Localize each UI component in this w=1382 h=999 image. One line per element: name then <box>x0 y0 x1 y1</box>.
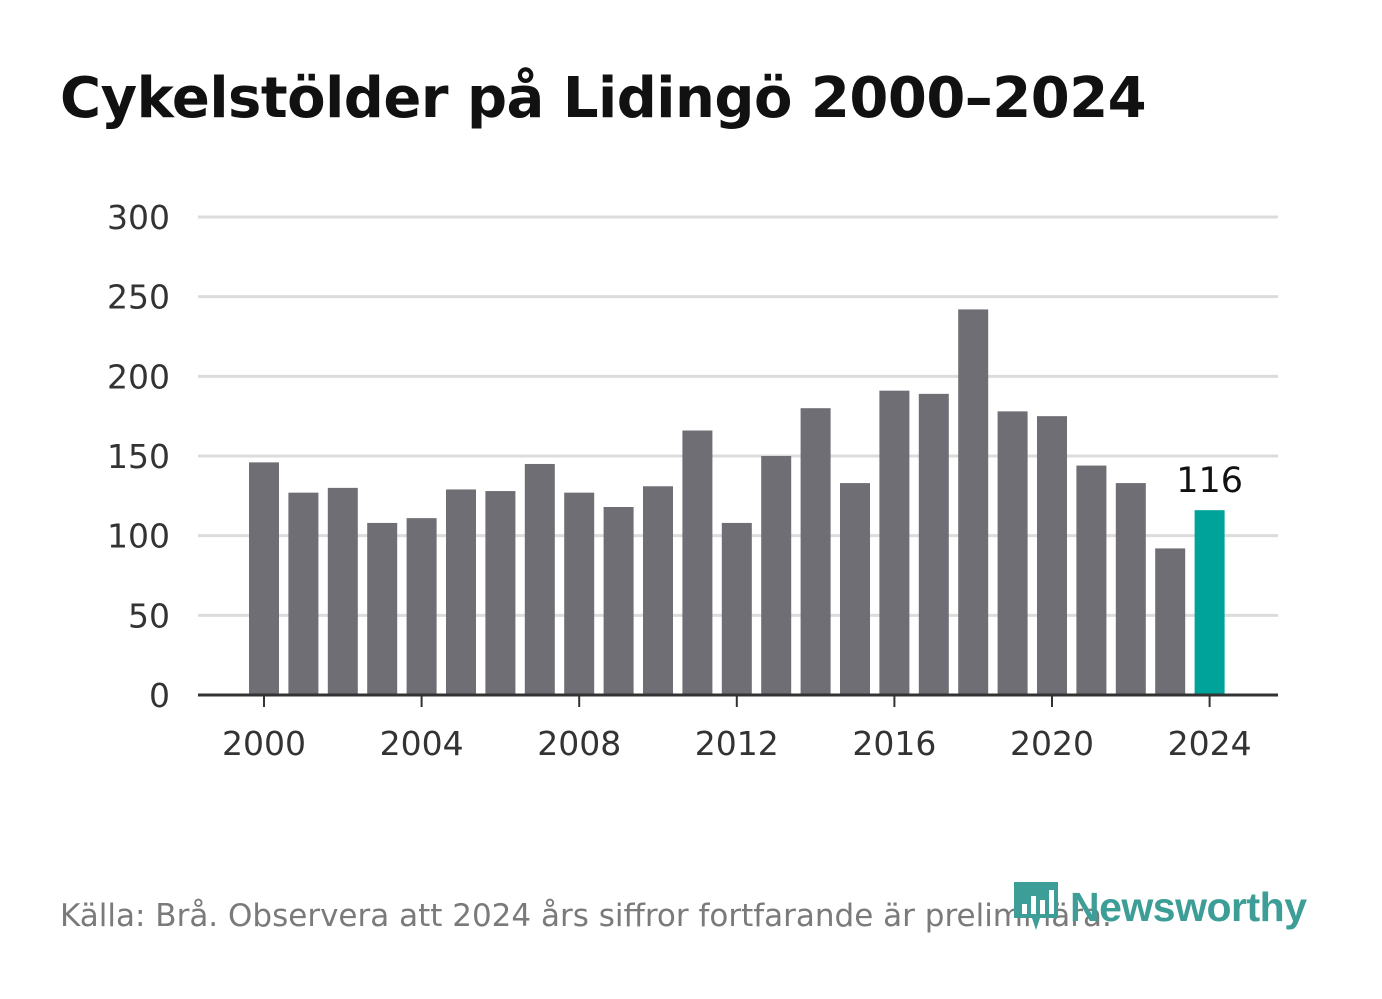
bar-2006 <box>485 491 516 695</box>
data-label: 116 <box>1176 461 1243 501</box>
newsworthy-logo: Newsworthy <box>1010 878 1307 936</box>
logo-text: Newsworthy <box>1070 883 1307 930</box>
y-tick-label: 250 <box>107 278 170 317</box>
bar-2015 <box>840 483 870 695</box>
bar-2010 <box>643 486 673 695</box>
y-tick-label: 50 <box>128 596 170 635</box>
bar-2014 <box>800 408 831 695</box>
x-tick-label: 2008 <box>537 724 621 763</box>
x-tick-label: 2004 <box>380 724 464 763</box>
bar-2008 <box>564 492 595 695</box>
bar-2001 <box>288 492 319 695</box>
bar-2024 <box>1194 510 1225 695</box>
bars <box>249 309 1225 695</box>
bar-2017 <box>918 393 949 695</box>
bar-2009 <box>603 506 634 695</box>
x-tick-label: 2024 <box>1168 724 1252 763</box>
bar-2002 <box>327 487 358 695</box>
bar-2018 <box>958 309 989 695</box>
y-tick-label: 0 <box>149 676 170 715</box>
bar-2012 <box>721 522 752 695</box>
data-labels: 116 <box>1176 461 1243 501</box>
bar-2020 <box>1037 416 1067 695</box>
bar-2005 <box>446 489 476 695</box>
x-tick-label: 2000 <box>222 724 306 763</box>
x-tick-label: 2012 <box>695 724 779 763</box>
source-note: Källa: Brå. Observera att 2024 års siffr… <box>60 898 1112 934</box>
bar-2023 <box>1155 548 1186 695</box>
y-axis-ticks: 0 50 100 150 200 250 300 <box>107 198 170 715</box>
x-tick-label: 2020 <box>1010 724 1094 763</box>
bar-2004 <box>406 518 437 695</box>
bar-2021 <box>1076 465 1107 695</box>
bar-2019 <box>997 411 1028 695</box>
bar-chart-icon <box>1014 882 1058 930</box>
chart-title: Cykelstölder på Lidingö 2000–2024 <box>60 66 1147 131</box>
x-tick-label: 2016 <box>852 724 936 763</box>
y-tick-label: 300 <box>107 198 170 237</box>
bar-2000 <box>249 462 279 695</box>
bar-2011 <box>682 430 713 695</box>
y-tick-label: 100 <box>107 517 170 556</box>
bar-2016 <box>879 390 910 695</box>
x-axis: 2000 2004 2008 2012 2016 2020 2024 <box>198 693 1278 763</box>
bar-2007 <box>524 463 555 695</box>
bar-2013 <box>761 456 792 695</box>
y-tick-label: 150 <box>107 437 170 476</box>
y-tick-label: 200 <box>107 357 170 396</box>
bar-2022 <box>1115 483 1146 695</box>
bar-2003 <box>367 522 398 695</box>
